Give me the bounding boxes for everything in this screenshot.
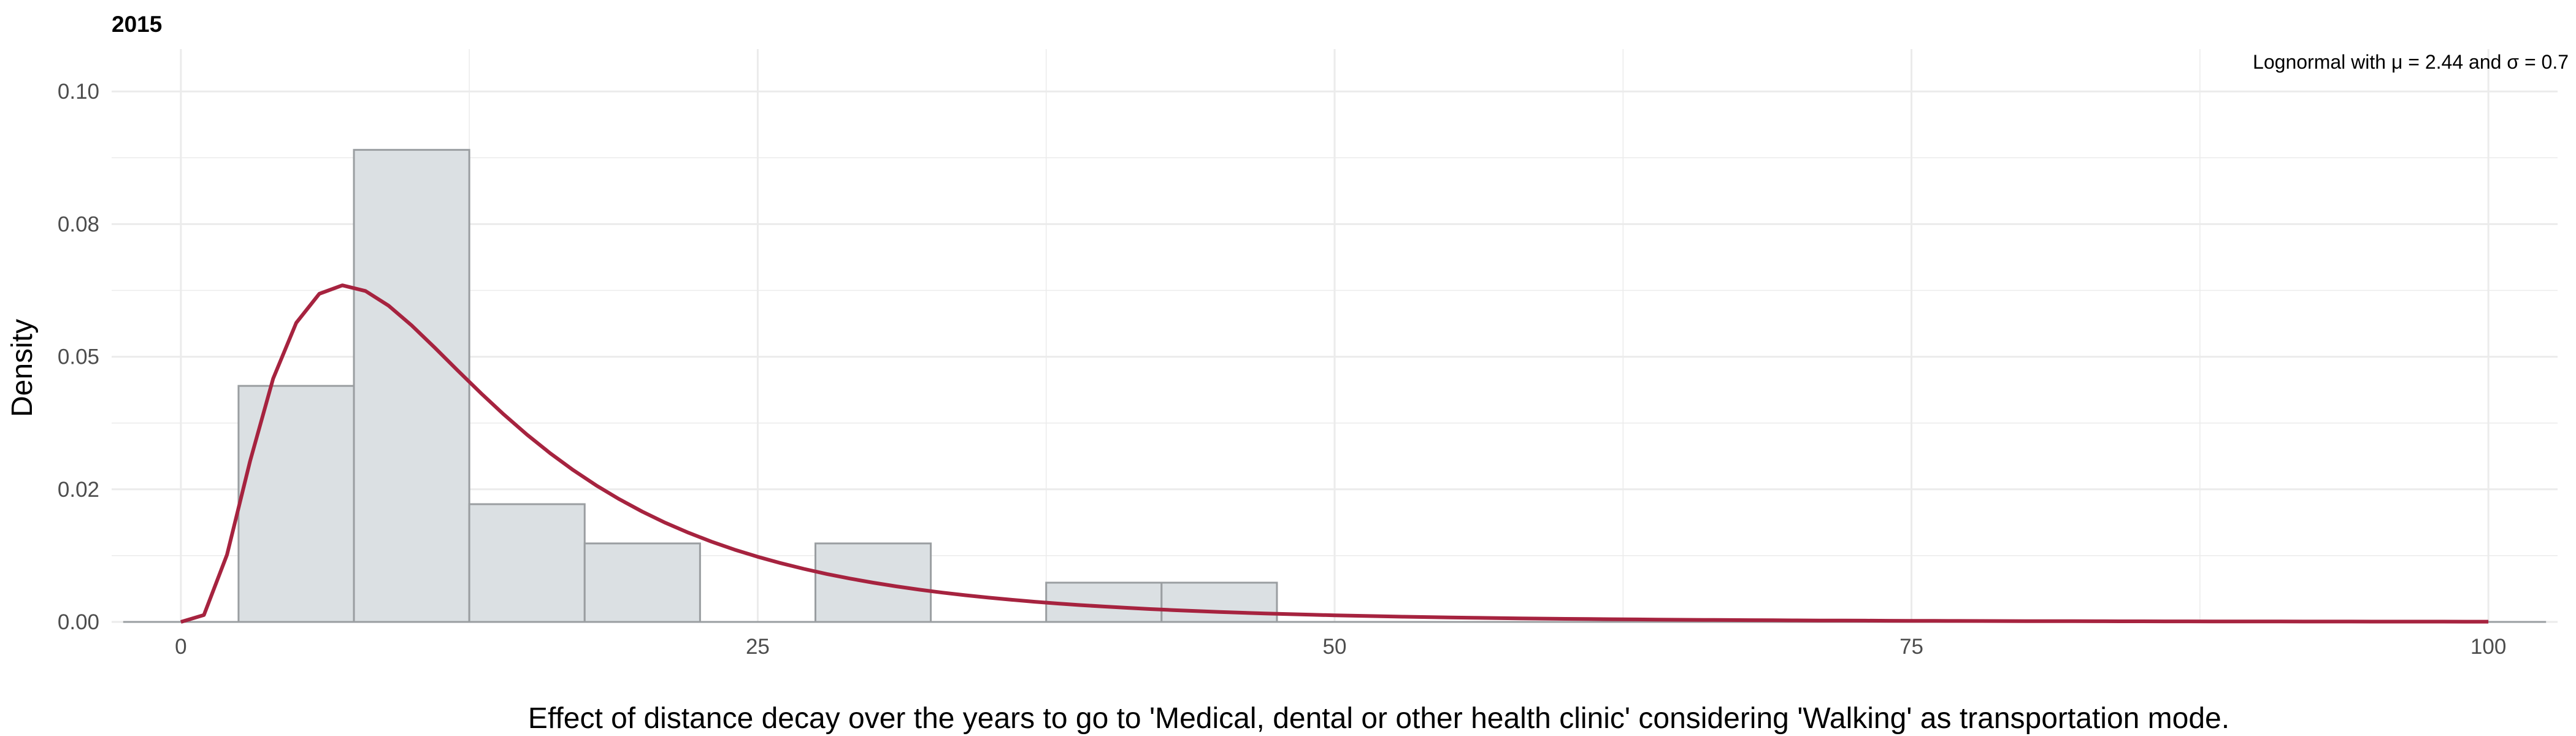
panel-title: 2015	[112, 12, 162, 37]
histogram-bar-8	[1160, 581, 1278, 623]
lognormal-density-curve	[180, 283, 2489, 624]
y-axis-tick-labels: 0.00 0.02 0.05 0.08 0.10	[58, 80, 99, 634]
x-tick-label-3: 75	[1899, 635, 1923, 659]
y-tick-label-0: 0.00	[58, 610, 99, 634]
histogram-bars	[237, 148, 1278, 623]
y-tick-label-4: 0.10	[58, 80, 99, 104]
density-curve-layer	[180, 283, 2489, 624]
x-tick-label-4: 100	[2471, 635, 2506, 659]
x-axis-tick-labels: 0 25 50 75 100	[175, 635, 2506, 659]
y-tick-label-1: 0.02	[58, 478, 99, 502]
distribution-annotation: Lognormal with μ = 2.44 and σ = 0.7	[2253, 51, 2569, 73]
histogram-bar-2	[468, 503, 586, 623]
x-tick-label-1: 25	[746, 635, 770, 659]
histogram-bar-0	[237, 385, 355, 623]
y-axis-title: Density	[6, 319, 39, 417]
x-tick-label-2: 50	[1323, 635, 1347, 659]
histogram-bar-1	[353, 148, 470, 623]
x-axis-title: Effect of distance decay over the years …	[528, 702, 2229, 735]
y-tick-label-3: 0.08	[58, 212, 99, 236]
x-tick-label-0: 0	[175, 635, 186, 659]
histogram-bar-3	[583, 542, 701, 623]
y-tick-label-2: 0.05	[58, 345, 99, 369]
